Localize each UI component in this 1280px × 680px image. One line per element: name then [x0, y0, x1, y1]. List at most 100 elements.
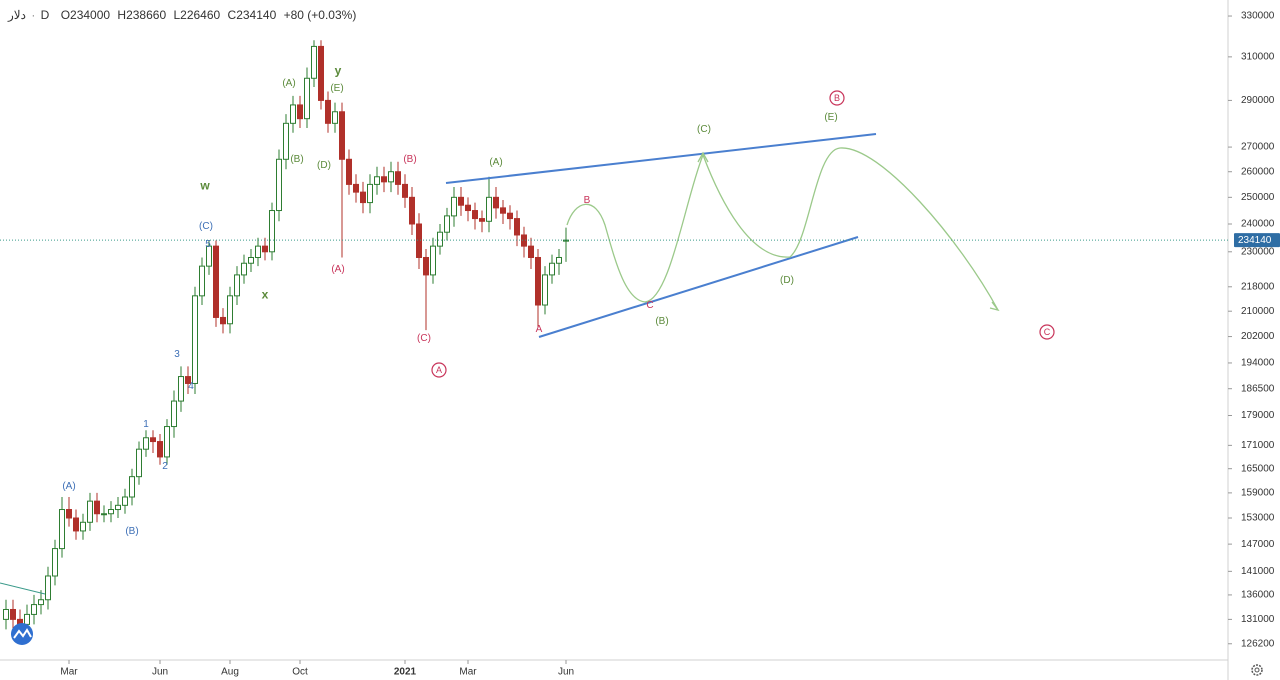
candle-body [437, 231, 443, 247]
x-tick-label: Jun [558, 667, 574, 678]
wave-label: (D) [317, 160, 331, 171]
trend-line [538, 236, 859, 338]
wave-label: (B) [403, 154, 416, 165]
wave-label: A [436, 365, 442, 375]
wave-label: B [834, 93, 840, 103]
y-tick-label: 141000 [1241, 566, 1275, 577]
candle-body [304, 77, 310, 120]
candle-body [38, 599, 44, 606]
candle-body [185, 376, 191, 384]
candle-body [290, 104, 296, 124]
candle-body [479, 218, 485, 222]
wave-label: C [1044, 327, 1051, 337]
candle-body [178, 376, 184, 402]
y-tick-label: 147000 [1241, 539, 1275, 550]
candle-body [10, 608, 16, 620]
candle-body [31, 604, 37, 615]
ohlc-open: O234000 [61, 8, 111, 22]
candle-body [311, 45, 317, 79]
candle-body [129, 476, 135, 498]
wave-label: B [584, 195, 591, 206]
candle-body [122, 496, 128, 506]
candle-body [535, 256, 541, 306]
wave-label: (A) [331, 264, 344, 275]
candle-body [94, 500, 100, 515]
wave-label: 3 [174, 349, 180, 360]
wave-label: (A) [489, 157, 502, 168]
wave-label: (B) [290, 154, 303, 165]
settings-icon[interactable] [1251, 664, 1263, 676]
y-tick-label: 186500 [1241, 383, 1275, 394]
candle-body [444, 215, 450, 233]
y-tick-label: 159000 [1241, 488, 1275, 499]
candle-body [234, 274, 240, 297]
wave-label: A [536, 324, 543, 335]
y-tick-label: 194000 [1241, 358, 1275, 369]
candle-body [206, 245, 212, 267]
candle-body [353, 183, 359, 193]
candle-body [325, 99, 331, 124]
candle-body [66, 509, 72, 519]
candle-body [192, 295, 198, 384]
y-tick-label: 260000 [1241, 166, 1275, 177]
y-tick-label: 250000 [1241, 192, 1275, 203]
annotation-circle [431, 362, 447, 378]
candle-body [73, 517, 79, 532]
candle-body [45, 575, 51, 601]
candle-body [255, 245, 261, 258]
candle-body [297, 104, 303, 120]
candle-body [367, 183, 373, 204]
y-tick-label: 153000 [1241, 513, 1275, 524]
candle-body [423, 256, 429, 276]
candle-body [24, 613, 30, 625]
wave-label: (A) [62, 481, 75, 492]
y-tick-label: 126200 [1241, 638, 1275, 649]
interval: D [41, 8, 50, 22]
y-tick-label: 171000 [1241, 440, 1275, 451]
candle-body [563, 239, 569, 242]
candle-body [101, 513, 107, 516]
candle-body [171, 400, 177, 428]
wave-label: w [199, 179, 210, 193]
candle-body [528, 245, 534, 258]
candle-body [514, 218, 520, 236]
wave-label: 5 [205, 239, 211, 250]
change: +80 (+0.03%) [284, 8, 357, 22]
candle-body [374, 176, 380, 185]
wave-label: 1 [143, 419, 149, 430]
x-tick-label: 2021 [394, 667, 417, 678]
wave-label: y [335, 64, 342, 78]
candle-body [395, 171, 401, 185]
wave-label: (B) [655, 316, 668, 327]
last-price-box [1234, 233, 1280, 248]
x-tick-label: Aug [221, 667, 239, 678]
wave-label: (C) [417, 333, 431, 344]
wave-label: (E) [330, 83, 343, 94]
projection-path [566, 147, 999, 311]
y-tick-label: 290000 [1241, 95, 1275, 106]
wave-label: x [262, 288, 269, 302]
candle-body [115, 504, 121, 511]
candle-body [143, 437, 149, 450]
x-tick-label: Oct [292, 667, 308, 678]
y-tick-label: 210000 [1241, 306, 1275, 317]
candle-body [507, 212, 513, 220]
y-tick-label: 230000 [1241, 246, 1275, 257]
candle-body [472, 210, 478, 220]
candle-body [241, 262, 247, 276]
candle-body [269, 210, 275, 253]
candle-body [87, 500, 93, 523]
y-tick-label: 218000 [1241, 281, 1275, 292]
candle-body [318, 45, 324, 101]
candle-body [381, 176, 387, 183]
wave-label: (A) [282, 78, 295, 89]
logo[interactable] [11, 623, 33, 645]
candle-body [416, 223, 422, 258]
candle-body [458, 196, 464, 206]
separator: · [31, 8, 35, 22]
wave-label: 4 [188, 381, 194, 392]
wave-label: C [646, 300, 653, 311]
candle-body [276, 158, 282, 212]
